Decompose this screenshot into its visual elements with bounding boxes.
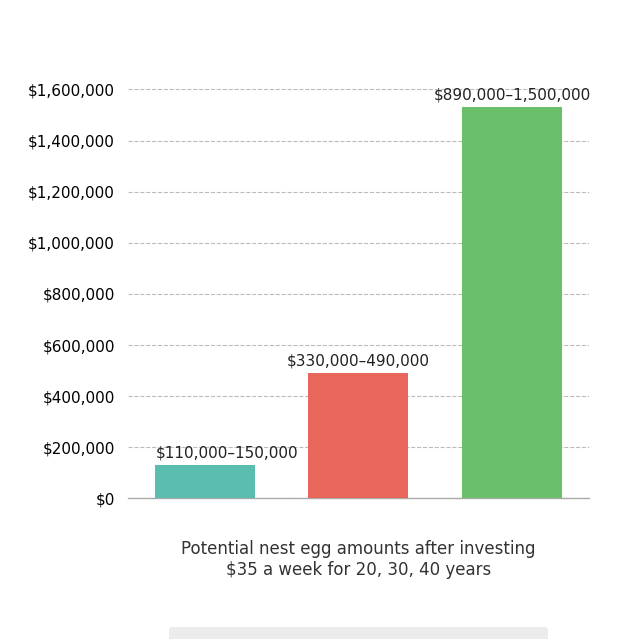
Text: $110,000–150,000: $110,000–150,000 [156, 445, 298, 461]
Bar [308, 373, 408, 498]
Bar [462, 107, 562, 498]
Text: Potential nest egg amounts after investing
$35 a week for 20, 30, 40 years: Potential nest egg amounts after investi… [181, 540, 536, 579]
Legend: 20 Years, 30 Years, 40 Years: 20 Years, 30 Years, 40 Years [169, 627, 548, 639]
Text: $890,000–1,500,000: $890,000–1,500,000 [433, 88, 591, 103]
Text: $330,000–490,000: $330,000–490,000 [287, 353, 430, 369]
Bar [155, 465, 255, 498]
